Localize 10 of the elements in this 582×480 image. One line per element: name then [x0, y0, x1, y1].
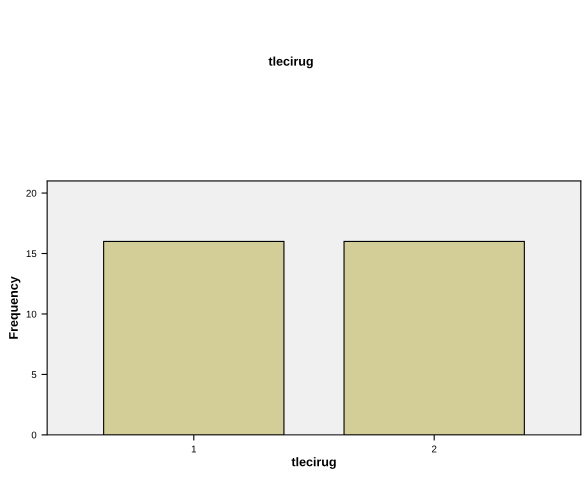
y-tick-label: 20 [26, 190, 36, 197]
y-tick-label: 0 [32, 432, 36, 438]
y-tick-label: 15 [26, 250, 36, 258]
y-tick-label: 10 [26, 310, 36, 318]
chart-title: tlecirug [268, 56, 313, 68]
x-tick-label: 1 [192, 446, 196, 452]
y-tick-label: 5 [32, 371, 36, 378]
x-tick-label: 2 [432, 446, 436, 452]
x-axis-title: tlecirug [292, 457, 336, 469]
y-axis-title: Frequency [9, 276, 20, 339]
